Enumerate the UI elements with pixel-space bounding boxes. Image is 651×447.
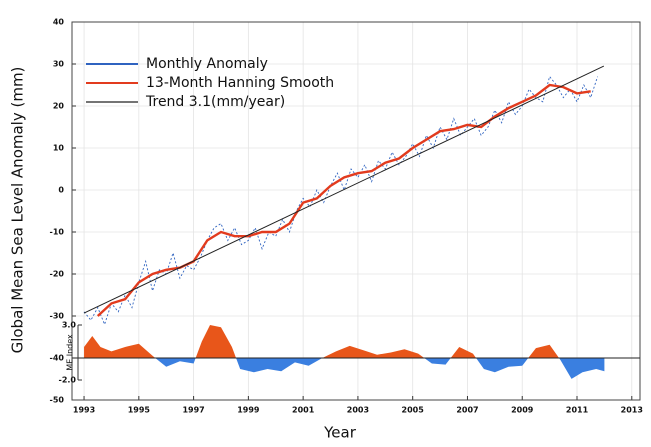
x-tick-label: 1999: [237, 406, 260, 415]
x-tick-label: 2009: [511, 406, 534, 415]
index-area-negative: [84, 358, 605, 379]
series-line: [83, 65, 605, 314]
y-tick-label: -30: [50, 312, 65, 321]
y-axis-label: Global Mean Sea Level Anomaly (mm): [9, 67, 27, 354]
series-line: [83, 75, 598, 326]
x-tick-label: 1995: [128, 406, 151, 415]
x-tick-label: 2003: [347, 406, 369, 415]
x-tick-label: 1993: [73, 406, 95, 415]
x-tick-label: 2007: [456, 406, 478, 415]
x-tick-label: 1997: [182, 406, 204, 415]
y-tick-label: -40: [50, 354, 65, 363]
y2-tick-label: -2.0: [59, 376, 77, 385]
x-axis-label: Year: [323, 424, 357, 442]
y-tick-label: 0: [58, 186, 64, 195]
y2-axis-label: ME Index: [66, 334, 75, 371]
plot-frame: [71, 21, 641, 401]
x-tick-label: 2001: [292, 406, 315, 415]
legend-label: 13-Month Hanning Smooth: [146, 75, 334, 91]
y-tick-label: 10: [53, 144, 65, 153]
x-tick-label: 2005: [402, 406, 425, 415]
y-tick-label: 40: [53, 18, 65, 27]
y2-tick-label: 3.0: [62, 321, 77, 330]
legend-label: Monthly Anomaly: [146, 56, 268, 72]
legend-label: Trend 3.1(mm/year): [145, 94, 285, 110]
y-tick-label: 30: [53, 60, 65, 69]
y-tick-label: -50: [50, 396, 65, 405]
x-tick-label: 2013: [621, 406, 643, 415]
x-tick-label: 2011: [566, 406, 589, 415]
y-tick-label: -10: [50, 228, 65, 237]
index-area-positive: [84, 325, 605, 358]
y-tick-label: -20: [50, 270, 65, 279]
y-tick-label: 20: [53, 102, 65, 111]
